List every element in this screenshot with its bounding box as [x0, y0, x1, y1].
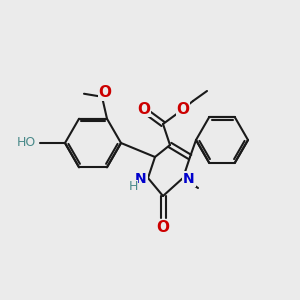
Text: O: O: [157, 220, 169, 235]
Text: O: O: [98, 85, 112, 100]
Text: N: N: [135, 172, 147, 186]
Text: N: N: [183, 172, 195, 186]
Text: O: O: [137, 101, 151, 116]
Text: H: H: [128, 181, 138, 194]
Text: HO: HO: [16, 136, 36, 149]
Text: O: O: [176, 103, 190, 118]
